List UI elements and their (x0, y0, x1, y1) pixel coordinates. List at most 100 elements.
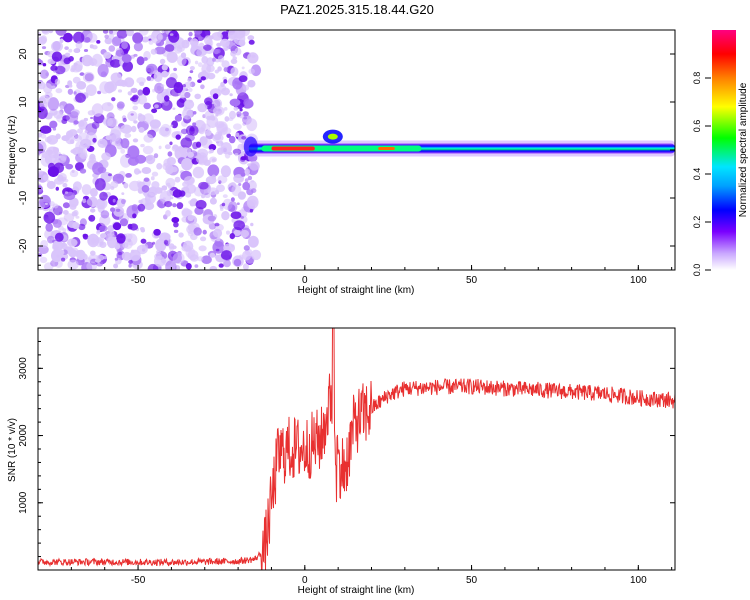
noise-blob (160, 123, 172, 138)
noise-blob (44, 202, 48, 205)
noise-blob (199, 136, 208, 146)
noise-blob (67, 88, 74, 95)
noise-blob (185, 191, 192, 198)
noise-blob (238, 183, 242, 186)
noise-blob (248, 39, 255, 45)
noise-blob (214, 189, 220, 195)
noise-blob (64, 46, 69, 50)
noise-blob (91, 238, 97, 244)
top-xlabel: Height of straight line (km) (298, 285, 415, 296)
noise-blob (228, 135, 236, 144)
noise-blob (229, 93, 233, 97)
noise-blob (218, 263, 224, 268)
noise-blob (163, 239, 169, 245)
noise-blob (121, 41, 128, 49)
noise-blob (173, 222, 179, 228)
noise-blob (67, 259, 79, 270)
noise-blob (209, 252, 216, 258)
noise-blob (94, 178, 106, 191)
noise-blob (60, 105, 64, 110)
noise-blob (224, 116, 230, 122)
noise-blob (158, 145, 162, 150)
noise-blob (61, 257, 66, 262)
noise-blob (239, 108, 243, 112)
y-tick-label: 20 (18, 48, 29, 60)
noise-blob (231, 184, 242, 197)
colorbar (712, 30, 736, 270)
noise-blob (64, 191, 69, 194)
noise-blob (122, 60, 133, 72)
noise-blob (39, 256, 48, 264)
noise-blob (143, 133, 154, 143)
noise-blob (243, 245, 250, 251)
noise-blob (69, 197, 79, 208)
colorbar-ticks: 0.0 0.2 0.4 0.6 0.8 (692, 72, 711, 276)
noise-blob (96, 40, 101, 44)
noise-blob (153, 71, 163, 83)
noise-blob (78, 120, 85, 127)
noise-blob (164, 201, 173, 208)
noise-blob (212, 134, 224, 142)
noise-blob (62, 182, 68, 188)
noise-blob (235, 132, 240, 138)
noise-blob (168, 30, 180, 43)
noise-blob (188, 31, 193, 37)
noise-blob (223, 107, 228, 111)
noise-blob (151, 108, 158, 114)
noise-blob (221, 202, 226, 207)
noise-blob (46, 179, 50, 183)
noise-blob (230, 50, 237, 57)
noise-blob (109, 230, 115, 237)
noise-blob (96, 229, 101, 233)
noise-blob (139, 227, 145, 231)
noise-blob (68, 129, 78, 137)
noise-blob (65, 163, 74, 170)
noise-blob (91, 121, 100, 129)
noise-blob (121, 192, 125, 196)
noise-blob (192, 166, 205, 179)
noise-blob (206, 64, 215, 73)
noise-blob (172, 252, 185, 264)
noise-blob (38, 142, 44, 155)
noise-blob (160, 84, 165, 88)
noise-blob (217, 175, 228, 184)
noise-blob (67, 221, 78, 228)
noise-blob (250, 222, 254, 227)
noise-blob (77, 128, 84, 134)
noise-blob (73, 31, 85, 44)
noise-blob (38, 106, 48, 120)
noise-blob (233, 220, 245, 231)
noise-blob (49, 120, 58, 129)
noise-blob (126, 233, 138, 246)
noise-blob (52, 127, 57, 131)
noise-blob (146, 76, 152, 81)
noise-blob (102, 117, 114, 127)
noise-blob (226, 230, 230, 235)
noise-blob (82, 71, 95, 83)
snr-panel: -50 0 50 100 1000 2000 3000 (18, 327, 675, 586)
noise-blob (240, 172, 246, 177)
noise-blob (52, 219, 62, 228)
noise-blob (138, 199, 143, 204)
noise-blob (138, 126, 145, 133)
noise-blob (251, 188, 257, 194)
noise-blob (133, 168, 141, 175)
noise-blob (120, 80, 128, 87)
noise-blob (63, 213, 75, 222)
noise-blob (172, 203, 177, 208)
noise-blob (73, 91, 77, 95)
noise-blob (248, 68, 255, 75)
noise-blob (121, 54, 132, 63)
chart-title: PAZ1.2025.315.18.44.G20 (280, 2, 434, 17)
noise-blob (61, 176, 67, 181)
noise-blob (75, 92, 86, 103)
noise-blob (189, 254, 199, 262)
noise-blob (176, 202, 184, 210)
noise-blob (181, 39, 190, 49)
noise-blob (171, 120, 179, 129)
noise-blob (73, 120, 79, 125)
noise-blob (106, 236, 118, 249)
noise-blob (230, 67, 239, 77)
noise-blob (69, 111, 79, 119)
noise-blob (101, 152, 111, 161)
